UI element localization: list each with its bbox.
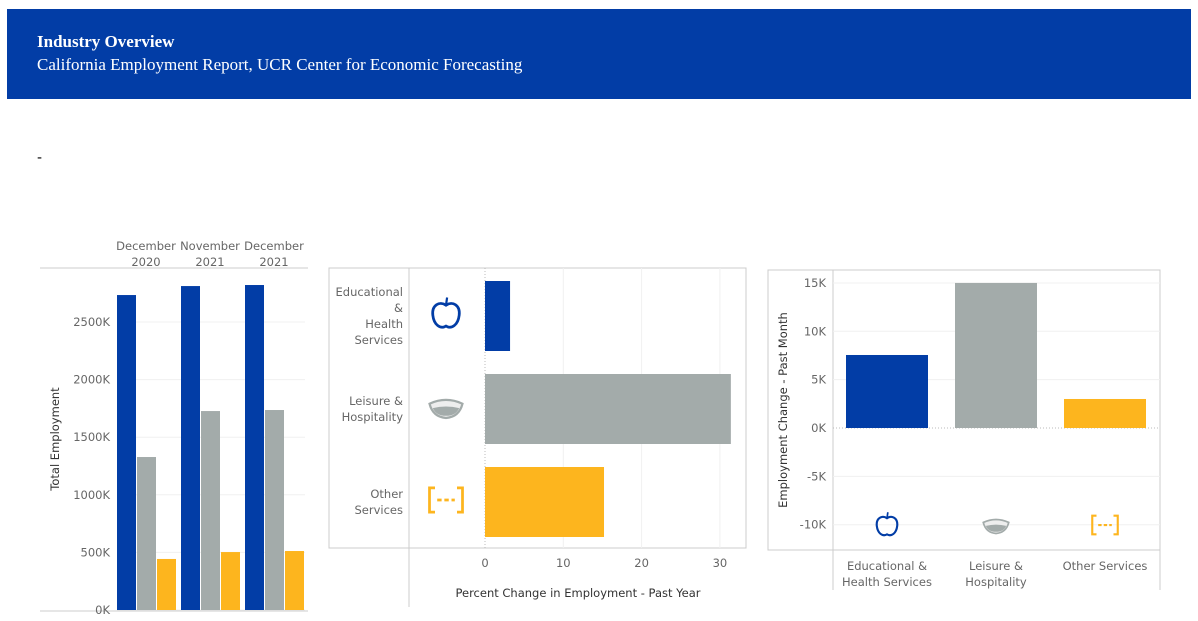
bowl-icon <box>428 398 464 420</box>
bowl-icon <box>982 518 1010 535</box>
chart2-y-category: Educational <box>336 285 404 299</box>
bracket-dashes-icon <box>428 486 464 514</box>
chart1-x-category: December <box>116 239 176 253</box>
chart1-bar <box>265 410 284 610</box>
chart3-x-category: Educational & <box>847 559 927 573</box>
chart3-y-tick: 0K <box>811 421 826 435</box>
chart3-x-category: Hospitality <box>965 575 1027 589</box>
chart1-bar <box>181 286 200 610</box>
chart2-x-label: Percent Change in Employment - Past Year <box>455 586 700 600</box>
page-subtitle: California Employment Report, UCR Center… <box>37 55 523 74</box>
chart2-y-category: & <box>394 301 403 315</box>
chart1-bar <box>285 551 304 610</box>
chart2-bar <box>485 467 605 537</box>
chart1-bar <box>157 558 176 610</box>
chart2-x-tick: 0 <box>481 556 488 570</box>
chart1-y-tick: 0K <box>95 603 110 617</box>
note-text: - <box>37 150 43 166</box>
chart3-y-tick: 10K <box>804 324 827 338</box>
chart3-x-category: Leisure & <box>969 559 1023 573</box>
chart1-bar <box>137 457 156 610</box>
chart3-bar <box>846 354 928 428</box>
chart2-x-tick: 30 <box>713 556 728 570</box>
chart1-bar <box>221 552 240 610</box>
chart1-y-label: Total Employment <box>48 387 62 492</box>
chart1-bar <box>245 285 264 610</box>
chart1-y-tick: 1000K <box>73 488 110 502</box>
chart3-y-tick: -10K <box>800 518 827 532</box>
bracket-dashes-icon <box>1091 514 1119 536</box>
chart1-x-category: 2020 <box>131 255 160 269</box>
chart3-y-tick: 15K <box>804 276 827 290</box>
chart2-bar <box>485 374 731 444</box>
apple-icon <box>431 297 461 329</box>
chart2-y-category: Other <box>370 487 403 501</box>
report-header: Industry Overview California Employment … <box>7 9 1191 99</box>
chart2-x-tick: 10 <box>556 556 571 570</box>
chart2-y-category: Leisure & <box>349 394 403 408</box>
chart2-y-category: Services <box>355 333 404 347</box>
chart2-bar <box>485 281 511 351</box>
chart2-x-tick: 20 <box>634 556 649 570</box>
chart1-y-tick: 500K <box>81 545 111 559</box>
chart3-bar <box>1064 398 1146 428</box>
chart1-y-tick: 2500K <box>73 315 110 329</box>
chart1-y-tick: 2000K <box>73 373 110 387</box>
chart3-y-tick: 5K <box>811 373 826 387</box>
chart2-y-category: Hospitality <box>342 410 404 424</box>
chart2-frame <box>328 267 747 549</box>
chart1-bar <box>117 295 136 610</box>
chart2-y-category: Services <box>355 503 404 517</box>
chart3-x-category: Health Services <box>842 575 932 589</box>
chart3-bar <box>955 282 1037 428</box>
chart3-frame <box>767 269 1161 551</box>
chart1-x-category: December <box>244 239 304 253</box>
chart3-y-tick: -5K <box>807 469 826 483</box>
chart1-x-category: November <box>180 239 240 253</box>
apple-icon <box>875 512 899 537</box>
chart1-x-category: 2021 <box>195 255 224 269</box>
chart1-y-tick: 1500K <box>73 430 110 444</box>
chart1-bar <box>201 411 220 610</box>
chart1-x-category: 2021 <box>259 255 288 269</box>
chart2-y-category: Health <box>365 317 403 331</box>
page-title: Industry Overview <box>37 32 175 51</box>
chart3-y-label: Employment Change - Past Month <box>776 312 790 508</box>
chart3-x-category: Other Services <box>1063 559 1148 573</box>
